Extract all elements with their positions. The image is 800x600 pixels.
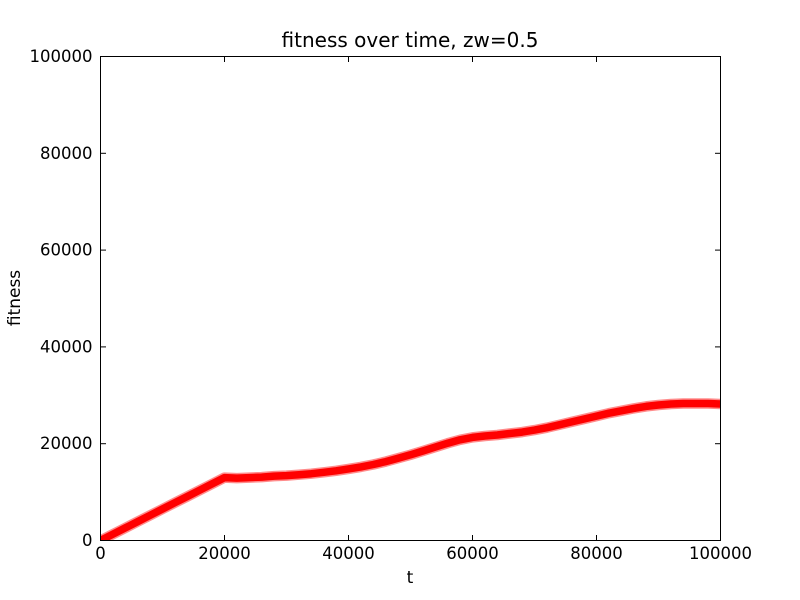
series-line-halo [100, 398, 721, 541]
series-line [100, 399, 721, 541]
ticks-group [100, 56, 721, 541]
y-tick-label: 80000 [40, 144, 93, 163]
y-tick-label: 20000 [40, 434, 93, 453]
y-tick-label: 0 [82, 531, 93, 550]
plot-border [100, 56, 721, 541]
x-tick-label: 40000 [322, 544, 375, 563]
y-axis-label: fitness [5, 270, 25, 326]
tick-labels-group: 0 20000 40000 60000 80000 100000 0 20000 40000 60… [30, 47, 753, 563]
x-tick-label: 20000 [198, 544, 251, 563]
chart-title: fitness over time, zw=0.5 [282, 28, 539, 52]
x-tick-label: 100000 [689, 544, 752, 563]
data-series-group [100, 398, 721, 541]
x-axis-label: t [407, 568, 414, 588]
y-tick-label: 100000 [30, 47, 93, 66]
x-tick-label: 0 [95, 544, 106, 563]
y-tick-label: 60000 [40, 241, 93, 260]
x-tick-label: 80000 [570, 544, 623, 563]
y-tick-label: 40000 [40, 337, 93, 356]
x-tick-label: 60000 [446, 544, 499, 563]
